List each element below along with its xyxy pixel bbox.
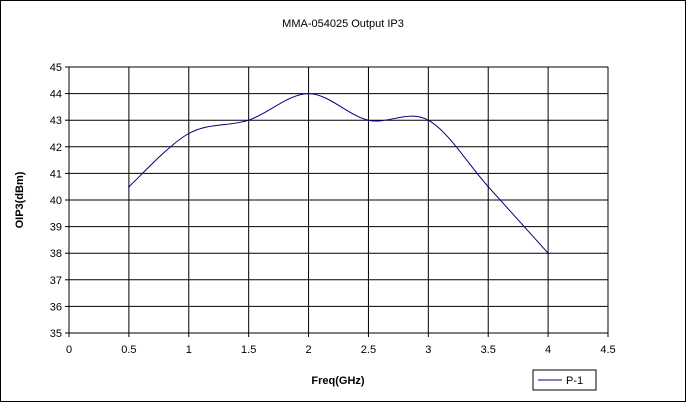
data-point <box>247 119 250 121</box>
y-tick-label: 42 <box>50 142 62 154</box>
y-tick-label: 39 <box>50 222 62 234</box>
legend: P-1 <box>532 369 597 391</box>
x-axis-ticks: 0 0.5 1 1.5 2 2.5 3 3.5 4 4.5 <box>66 333 616 356</box>
legend-label-p1: P-1 <box>566 375 583 387</box>
data-point <box>187 132 190 135</box>
x-tick-label: 1.5 <box>241 344 256 356</box>
x-tick-label: 3 <box>425 344 431 356</box>
y-tick-label: 35 <box>50 328 62 340</box>
y-tick-label: 45 <box>50 62 62 74</box>
legend-box <box>532 369 597 391</box>
y-tick-label: 37 <box>50 275 62 287</box>
data-point <box>367 119 370 121</box>
data-point <box>307 92 310 95</box>
y-tick-label: 44 <box>50 89 62 101</box>
y-tick-label: 36 <box>50 301 62 313</box>
y-axis-ticks: 35 36 37 38 39 40 41 42 43 44 45 <box>50 62 69 340</box>
x-tick-label: 3.5 <box>481 344 496 356</box>
grid-lines <box>69 66 609 333</box>
x-tick-label: 2.5 <box>361 344 376 356</box>
x-tick-label: 2 <box>305 344 311 356</box>
series-line-p1 <box>128 93 549 254</box>
y-axis-title: OIP3(dBm) <box>14 171 26 228</box>
data-point <box>487 185 490 188</box>
data-point <box>547 252 549 254</box>
x-tick-label: 4.5 <box>600 344 615 356</box>
data-point <box>427 119 430 121</box>
y-tick-label: 41 <box>50 168 62 180</box>
x-tick-label: 4 <box>545 344 551 356</box>
y-tick-label: 40 <box>50 195 62 207</box>
data-point <box>128 185 130 188</box>
chart-title: MMA-054025 Output IP3 <box>282 18 404 30</box>
y-tick-label: 43 <box>50 115 62 127</box>
x-axis-title: Freq(GHz) <box>311 375 365 387</box>
x-tick-label: 0 <box>66 344 72 356</box>
x-tick-label: 1 <box>186 344 192 356</box>
series-layer <box>128 92 549 254</box>
x-tick-label: 0.5 <box>121 344 136 356</box>
y-tick-label: 38 <box>50 248 62 260</box>
